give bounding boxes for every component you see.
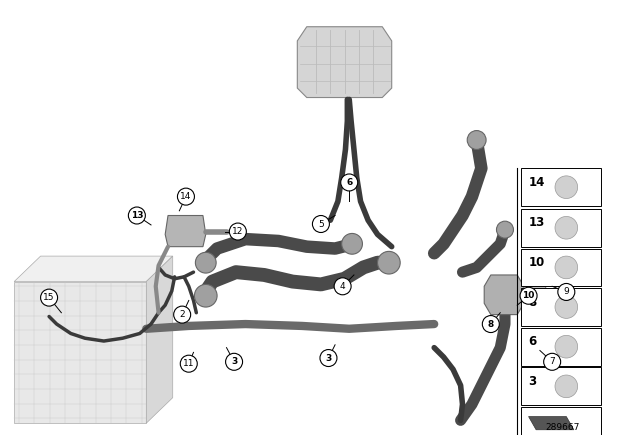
Text: 8: 8 <box>529 296 537 309</box>
Circle shape <box>195 252 216 273</box>
Text: 11: 11 <box>183 359 195 368</box>
Polygon shape <box>14 256 173 282</box>
Text: 15: 15 <box>44 293 55 302</box>
Circle shape <box>558 284 575 301</box>
Text: 3: 3 <box>529 375 537 388</box>
Circle shape <box>520 287 537 304</box>
Circle shape <box>638 169 640 186</box>
Text: 10: 10 <box>522 291 535 300</box>
Circle shape <box>342 233 362 254</box>
Text: 9: 9 <box>563 288 569 297</box>
Circle shape <box>225 353 243 370</box>
Bar <box>521 168 601 206</box>
Circle shape <box>555 216 578 239</box>
Bar <box>521 288 601 326</box>
Circle shape <box>483 315 499 332</box>
Circle shape <box>177 188 195 205</box>
Text: 4: 4 <box>340 282 346 291</box>
Text: 6: 6 <box>529 336 537 349</box>
Circle shape <box>378 251 400 274</box>
Polygon shape <box>527 282 547 307</box>
Polygon shape <box>529 417 574 430</box>
Text: 8: 8 <box>488 319 494 328</box>
Circle shape <box>40 289 58 306</box>
Text: 13: 13 <box>131 211 143 220</box>
Circle shape <box>334 278 351 295</box>
Circle shape <box>312 215 330 233</box>
Bar <box>521 249 601 286</box>
Bar <box>521 367 601 405</box>
Polygon shape <box>147 256 173 423</box>
Text: 289667: 289667 <box>545 423 580 432</box>
Text: 14: 14 <box>529 176 545 189</box>
Bar <box>521 407 601 435</box>
Text: 5: 5 <box>318 220 324 228</box>
Bar <box>521 328 601 366</box>
Circle shape <box>555 176 578 198</box>
Circle shape <box>340 174 358 191</box>
Circle shape <box>173 306 191 323</box>
Text: 6: 6 <box>346 178 353 187</box>
Text: 12: 12 <box>232 227 244 236</box>
Text: 3: 3 <box>325 353 332 362</box>
Bar <box>521 209 601 247</box>
Circle shape <box>555 336 578 358</box>
Circle shape <box>320 349 337 366</box>
Polygon shape <box>14 282 147 423</box>
Circle shape <box>195 284 217 307</box>
Circle shape <box>543 353 561 370</box>
Polygon shape <box>298 27 392 98</box>
Circle shape <box>229 223 246 240</box>
Polygon shape <box>484 275 524 314</box>
Circle shape <box>180 355 197 372</box>
Circle shape <box>467 130 486 150</box>
Text: 14: 14 <box>180 192 191 201</box>
Circle shape <box>497 221 513 238</box>
Text: 10: 10 <box>529 256 545 269</box>
Text: 7: 7 <box>549 358 555 366</box>
Circle shape <box>555 375 578 398</box>
Text: 2: 2 <box>179 310 185 319</box>
Polygon shape <box>165 215 206 247</box>
Circle shape <box>555 296 578 319</box>
Circle shape <box>555 256 578 279</box>
Circle shape <box>129 207 145 224</box>
Text: 13: 13 <box>529 216 545 229</box>
Text: 3: 3 <box>231 358 237 366</box>
